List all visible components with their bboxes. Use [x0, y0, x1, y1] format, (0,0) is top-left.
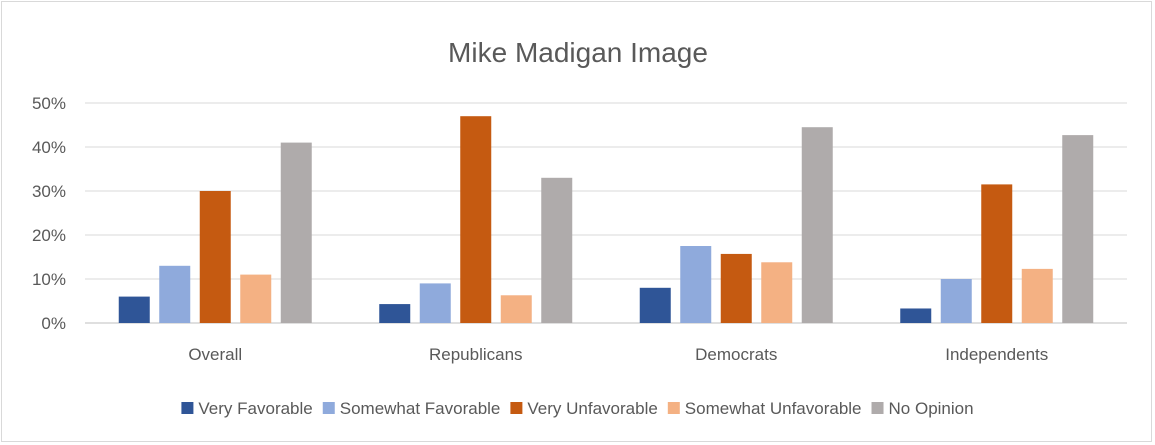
- legend: Very Favorable Somewhat Favorable Very Unf…: [181, 399, 974, 418]
- bar-democrats-somewhat-unfavorable: [761, 262, 793, 323]
- legend-label: Somewhat Favorable: [340, 399, 501, 418]
- bar-republicans-very-unfavorable: [460, 116, 492, 323]
- x-category-label: Republicans: [429, 345, 523, 364]
- bar-independents-somewhat-unfavorable: [1021, 268, 1053, 323]
- y-tick-label: 50%: [32, 94, 66, 113]
- bar-independents-very-unfavorable: [981, 184, 1013, 323]
- legend-swatch: [322, 402, 335, 414]
- bar-republicans-no-opinion: [541, 177, 573, 323]
- chart-title: Mike Madigan Image: [448, 37, 708, 68]
- bar-overall-very-favorable: [118, 296, 150, 323]
- x-category-label: Independents: [945, 345, 1048, 364]
- legend-label: Very Unfavorable: [527, 399, 657, 418]
- bar-overall-somewhat-unfavorable: [240, 274, 272, 323]
- bar-independents-very-favorable: [900, 308, 932, 323]
- legend-swatch: [871, 402, 884, 414]
- bar-overall-somewhat-favorable: [159, 265, 191, 323]
- legend-swatch: [181, 402, 194, 414]
- y-axis-ticks: 0% 10% 20% 30% 40% 50%: [32, 94, 66, 333]
- legend-label: No Opinion: [889, 399, 974, 418]
- bar-republicans-somewhat-favorable: [419, 283, 451, 323]
- y-tick-label: 0%: [41, 314, 66, 333]
- y-tick-label: 30%: [32, 182, 66, 201]
- bars: [118, 116, 1094, 323]
- bar-overall-no-opinion: [280, 142, 312, 323]
- y-tick-label: 40%: [32, 138, 66, 157]
- bar-independents-no-opinion: [1062, 135, 1094, 323]
- bar-democrats-no-opinion: [801, 127, 833, 323]
- bar-democrats-very-unfavorable: [720, 253, 752, 323]
- legend-swatch: [510, 402, 523, 414]
- x-category-label: Overall: [188, 345, 242, 364]
- x-category-label: Democrats: [695, 345, 777, 364]
- legend-label: Somewhat Unfavorable: [685, 399, 862, 418]
- y-tick-label: 10%: [32, 270, 66, 289]
- bar-republicans-somewhat-unfavorable: [500, 295, 532, 323]
- bar-republicans-very-favorable: [379, 304, 411, 323]
- x-axis-categories: Overall Republicans Democrats Independents: [188, 345, 1048, 364]
- legend-label: Very Favorable: [198, 399, 312, 418]
- bar-democrats-somewhat-favorable: [680, 246, 712, 323]
- bar-democrats-very-favorable: [639, 287, 671, 323]
- bar-independents-somewhat-favorable: [940, 279, 972, 323]
- legend-swatch: [667, 402, 680, 414]
- y-tick-label: 20%: [32, 226, 66, 245]
- bar-overall-very-unfavorable: [199, 191, 231, 323]
